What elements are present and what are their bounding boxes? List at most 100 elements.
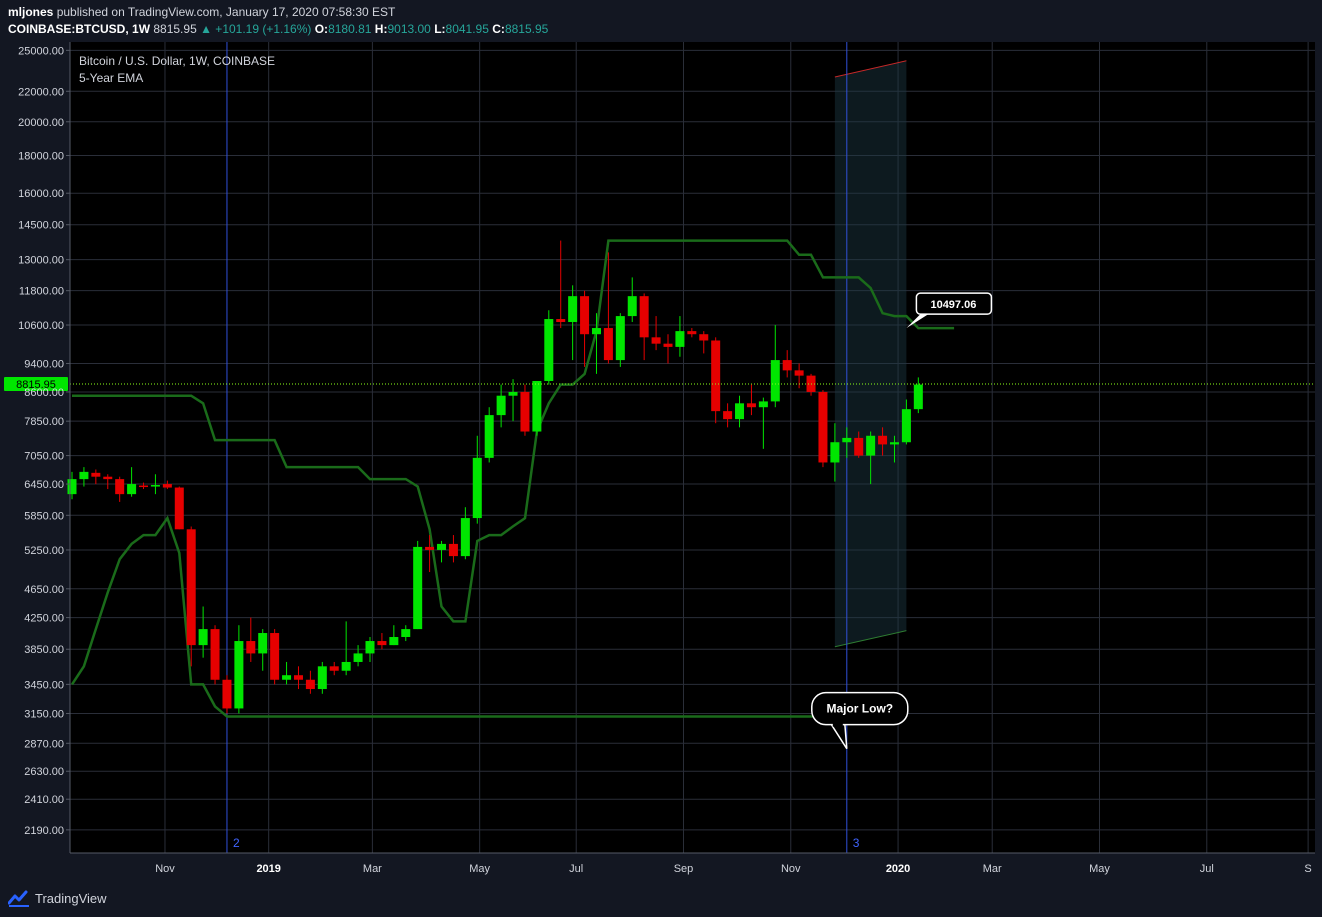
candle: [842, 427, 852, 458]
price-chart[interactable]: 2 3 8815.95 10497.06 Major Low? Bitcoin / …: [0, 0, 1322, 881]
candle: [520, 384, 530, 436]
y-tick-label: 11800.00: [19, 286, 64, 298]
candle-body: [532, 380, 542, 432]
x-tick-label: Jul: [569, 863, 583, 875]
symbol-info: COINBASE:BTCUSD, 1W 8815.95 ▲ +101.19 (+…: [8, 22, 548, 36]
candle: [186, 526, 196, 667]
projection-fill: [834, 60, 907, 647]
candle-body: [425, 546, 435, 550]
y-tick-label: 4250.00: [24, 613, 64, 625]
candle: [401, 625, 411, 642]
candle-body: [556, 319, 566, 323]
close-label: C:: [492, 22, 505, 36]
candle-body: [568, 296, 578, 323]
published-text: published on TradingView.com, January 17…: [56, 5, 396, 19]
candle-body: [794, 370, 804, 376]
candle-body: [484, 415, 494, 458]
x-tick-label: Mar: [983, 863, 1002, 875]
plot-area[interactable]: [70, 42, 1315, 853]
candle: [270, 629, 280, 685]
candle: [889, 435, 899, 463]
major-low-joint: [832, 722, 843, 727]
price-callout: 10497.06: [906, 292, 993, 329]
candle: [770, 325, 780, 408]
candle-body: [282, 675, 292, 680]
x-tick-label: Nov: [781, 863, 801, 875]
candle: [615, 313, 625, 367]
candle-body: [758, 401, 768, 408]
candle-body: [174, 487, 184, 530]
y-tick-label: 13000.00: [18, 255, 64, 267]
close-value: 8815.95: [504, 22, 549, 36]
candle-body: [91, 472, 101, 477]
candle-body: [603, 328, 613, 361]
candle: [115, 476, 125, 502]
candle-body: [186, 529, 196, 646]
y-tick-label: 4650.00: [24, 584, 64, 596]
candle-body: [842, 437, 852, 443]
candle: [341, 621, 351, 676]
candle: [568, 285, 578, 361]
candle-body: [544, 319, 554, 381]
x-tick-label: May: [1089, 863, 1110, 875]
candle-body: [115, 479, 125, 495]
y-tick-label: 5850.00: [24, 510, 64, 522]
candle-body: [413, 546, 423, 630]
tradingview-brand[interactable]: TradingView: [8, 889, 107, 907]
candle-body: [293, 675, 303, 680]
y-axis[interactable]: 25000.00 22000.00 20000.00 18000.00 16000.00…: [18, 42, 71, 853]
candle-body: [508, 391, 518, 396]
y-tick-label: 2410.00: [24, 794, 64, 806]
candle: [866, 431, 876, 485]
candle-body: [139, 485, 149, 488]
candle-body: [651, 337, 661, 344]
open-value: 8180.81: [328, 22, 372, 36]
current-price-line: 8815.95: [4, 377, 1315, 392]
candle: [627, 277, 637, 323]
candle-body: [830, 442, 840, 463]
legend-indicator: 5-Year EMA: [79, 71, 143, 85]
candle: [901, 399, 911, 445]
candle: [234, 625, 244, 714]
candle: [162, 480, 172, 490]
y-tick-label: 9400.00: [24, 358, 64, 370]
candle-body: [580, 296, 590, 335]
candle-body: [770, 360, 780, 402]
interval-label: 1W: [132, 22, 151, 36]
vertical-marker-label: 3: [853, 836, 860, 850]
candle: [556, 240, 566, 329]
candle: [496, 384, 506, 428]
candle: [544, 310, 554, 385]
low-value: 8041.95: [445, 22, 489, 36]
y-tick-label: 14500.00: [18, 220, 64, 232]
x-tick-label: Nov: [155, 863, 175, 875]
candle-body: [150, 485, 160, 487]
candle: [663, 334, 673, 364]
price-callout-pointer: [906, 314, 929, 329]
candle: [103, 474, 113, 490]
current-price-tag: [4, 377, 68, 392]
y-tick-label: 2870.00: [24, 738, 64, 750]
x-tick-label: S: [1304, 863, 1311, 875]
candles: [67, 240, 923, 714]
x-tick-label: Mar: [363, 863, 382, 875]
candle-body: [305, 679, 315, 690]
candle: [437, 540, 447, 563]
y-tick-label: 7850.00: [24, 416, 64, 428]
candle-body: [735, 403, 745, 420]
candle-body: [258, 633, 268, 654]
tradingview-brand-text: TradingView: [35, 890, 107, 906]
candle: [365, 637, 375, 662]
footer-bar: TradingView: [0, 881, 1322, 917]
author-name[interactable]: mljones: [8, 5, 54, 19]
candle-body: [866, 435, 876, 456]
x-axis[interactable]: Nov 2019 Mar May Jul Sep Nov 2020 Mar May Jul S: [70, 852, 1315, 875]
candle: [317, 661, 327, 694]
candle: [425, 535, 435, 573]
candle: [67, 471, 77, 500]
candle: [484, 407, 494, 463]
candle-body: [711, 340, 721, 412]
symbol-name[interactable]: COINBASE:BTCUSD,: [8, 22, 129, 36]
x-tick-label: Sep: [674, 863, 694, 875]
publish-info: mljones published on TradingView.com, Ja…: [8, 5, 395, 19]
